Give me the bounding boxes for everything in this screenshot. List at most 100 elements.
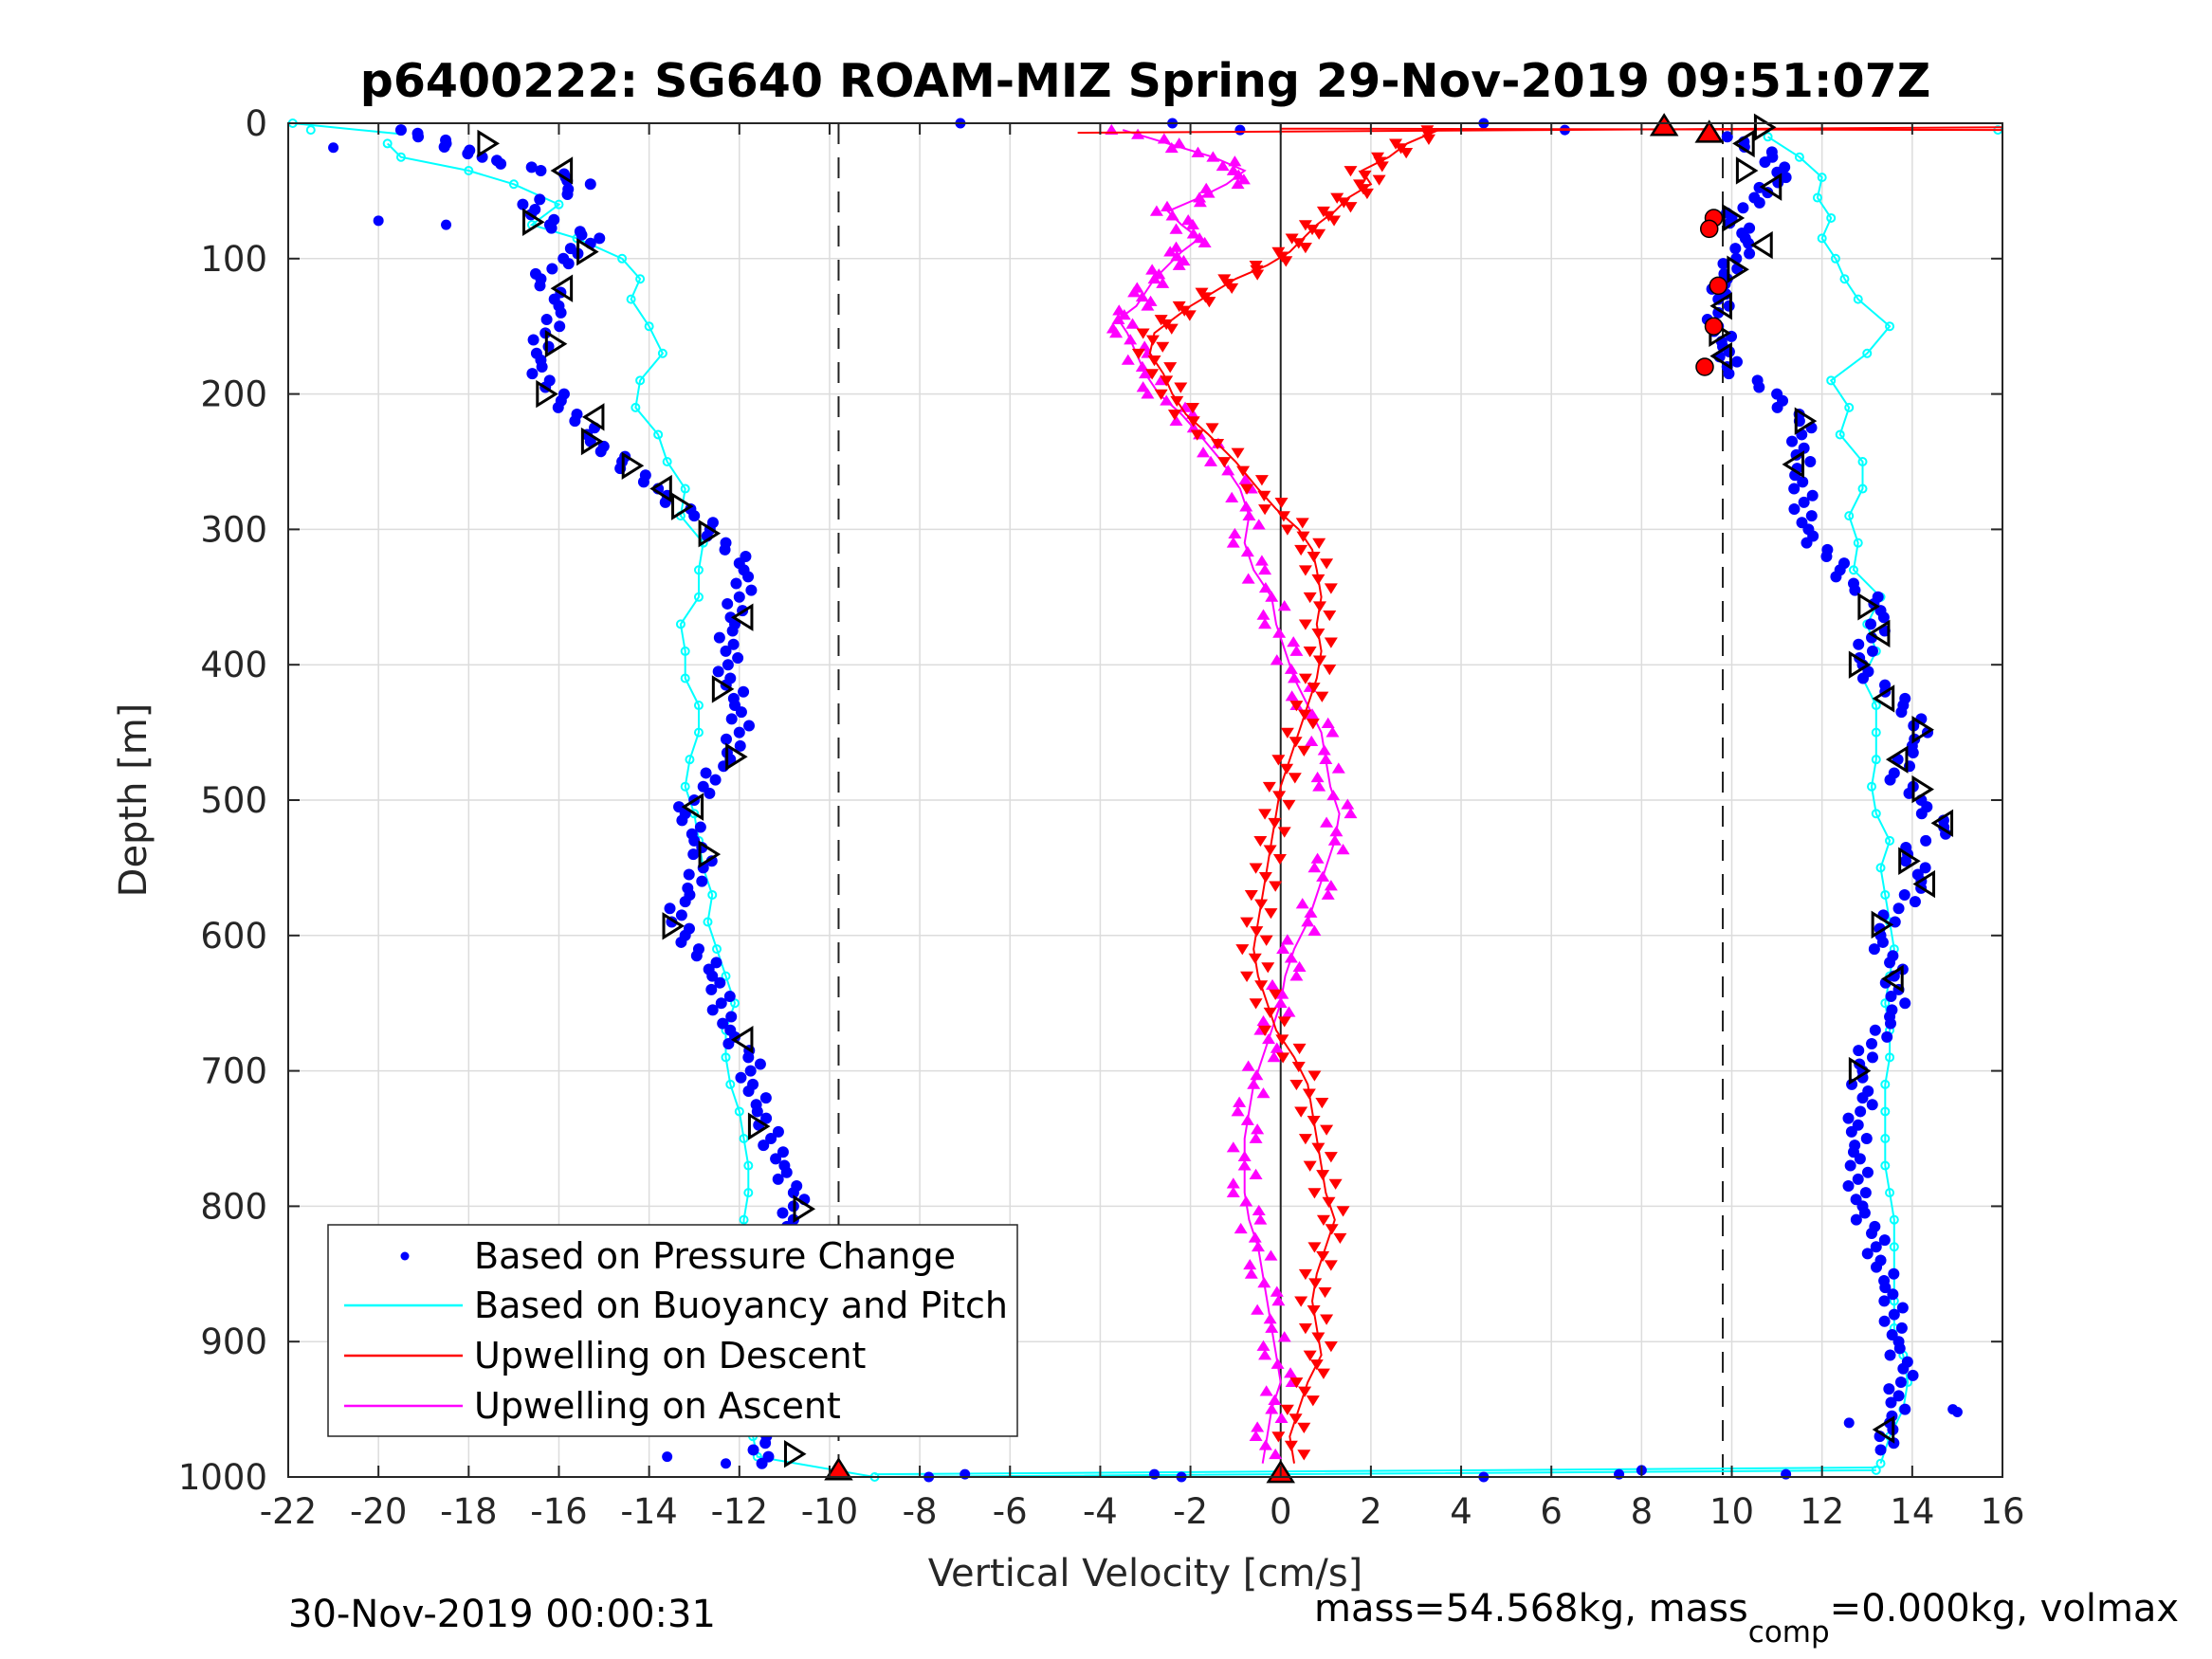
- x-axis-label: Vertical Velocity [cm/s]: [928, 1552, 1363, 1595]
- upwelling-descent-point: [1288, 773, 1302, 784]
- buoyancy-point: [725, 1079, 736, 1089]
- pressure-point: [548, 293, 560, 305]
- pressure-point: [733, 591, 745, 603]
- pressure-point: [1845, 1125, 1857, 1138]
- upwelling-descent-point: [1291, 238, 1306, 249]
- upwelling-ascent-point: [1131, 128, 1145, 139]
- x-tick-labels: -22 -20 -18 -16 -14 -12 -10 -8 -6 -4 -2 0 2 4 6 8 10 12 14…: [260, 1491, 2025, 1532]
- pressure-point: [772, 1125, 784, 1138]
- pressure-point: [706, 1004, 719, 1016]
- upwelling-descent-point: [1249, 863, 1263, 874]
- upwelling-descent-point: [1136, 328, 1150, 339]
- upwelling-descent-point: [1360, 188, 1374, 200]
- pressure-point: [1860, 1133, 1873, 1144]
- buoyancy-point: [1817, 233, 1827, 244]
- x-tick-label: -14: [620, 1491, 677, 1532]
- pressure-point: [662, 1451, 673, 1463]
- upwelling-ascent-point: [1321, 717, 1335, 728]
- upwelling-ascent-point: [1164, 141, 1179, 154]
- upwelling-ascent-point: [1284, 663, 1298, 674]
- turn-marker: [1867, 619, 1891, 648]
- pressure-point: [534, 193, 546, 206]
- upwelling-descent-point: [1217, 457, 1232, 468]
- pressure-point: [1736, 228, 1748, 240]
- upwelling-ascent-point: [1185, 218, 1199, 229]
- upwelling-ascent-point: [1135, 290, 1149, 302]
- x-tick-label: 0: [1270, 1491, 1292, 1532]
- pressure-point: [1788, 483, 1801, 495]
- pressure-point: [676, 814, 688, 827]
- pressure-point: [675, 909, 687, 921]
- upwelling-descent-point: [1276, 511, 1290, 522]
- upwelling-descent-point: [1308, 1278, 1323, 1289]
- upwelling-descent-point: [1330, 192, 1344, 204]
- turn-marker: [550, 274, 574, 302]
- turn-marker: [1727, 255, 1749, 283]
- upwelling-ascent-point: [1253, 1213, 1268, 1225]
- upwelling-ascent-point: [1336, 844, 1350, 855]
- pressure-point: [1854, 1153, 1866, 1165]
- upwelling-ascent-point: [1145, 264, 1160, 275]
- upwelling-descent-point: [1280, 727, 1294, 738]
- upwelling-ascent-point: [1117, 309, 1131, 320]
- pressure-point: [525, 161, 538, 173]
- upwelling-descent-point: [1289, 1413, 1303, 1425]
- upwelling-ascent-point: [1239, 501, 1253, 512]
- upwelling-descent-point: [1280, 524, 1294, 536]
- pressure-point: [1844, 1159, 1856, 1172]
- upwelling-descent-point: [1274, 497, 1289, 509]
- turn-marker: [477, 129, 500, 158]
- buoyancy-point: [680, 673, 690, 684]
- turn-marker: [747, 1112, 771, 1140]
- upwelling-ascent-point: [1284, 952, 1298, 963]
- upwelling-descent-point: [1202, 297, 1216, 308]
- upwelling-descent-point: [1298, 1134, 1312, 1145]
- pressure-point: [1898, 888, 1910, 901]
- pressure-point: [1806, 489, 1819, 501]
- upwelling-ascent-point: [1206, 151, 1220, 162]
- upwelling-descent-point: [1291, 1061, 1306, 1073]
- pressure-point: [732, 652, 744, 665]
- pressure-point: [717, 1017, 729, 1030]
- upwelling-descent-point: [1250, 926, 1264, 938]
- pressure-point: [712, 665, 724, 678]
- upwelling-ascent-point: [1172, 137, 1186, 149]
- upwelling-ascent-point: [1252, 1204, 1266, 1216]
- upwelling-ascent-point: [1289, 645, 1304, 656]
- pressure-point: [747, 1444, 759, 1456]
- pressure-point: [1804, 456, 1817, 467]
- upwelling-ascent-point: [1244, 1267, 1258, 1279]
- buoyancy-ascent-line: [1767, 136, 1910, 1465]
- upwelling-ascent-point: [1287, 636, 1301, 647]
- pressure-point: [791, 1179, 803, 1192]
- upwelling-ascent-point: [1272, 627, 1287, 638]
- pressure-point: [412, 131, 425, 143]
- y-tick-label: 300: [200, 509, 267, 550]
- upwelling-descent-point: [1421, 134, 1435, 145]
- upwelling-ascent-point: [1163, 246, 1178, 257]
- y-tick-labels: 0 100 200 300 400 500 600 700 800 900 1000: [178, 103, 267, 1498]
- pressure-point: [543, 374, 556, 387]
- buoyancy-point: [1826, 375, 1837, 386]
- pressure-point: [495, 157, 507, 170]
- pressure-point: [758, 1139, 770, 1152]
- pressure-point: [1723, 368, 1735, 380]
- upwelling-ascent-point: [1325, 726, 1340, 738]
- upwelling-descent-point: [1249, 998, 1263, 1010]
- upwelling-descent-point: [1182, 310, 1197, 321]
- pressure-point: [1849, 1139, 1861, 1152]
- upwelling-ascent-point: [1172, 259, 1186, 270]
- x-tick-label: -22: [260, 1491, 317, 1532]
- upwelling-ascent-point: [1157, 133, 1171, 144]
- upwelling-descent-point: [1236, 465, 1251, 477]
- turn-marker: [1898, 847, 1921, 875]
- y-tick-label: 900: [200, 1322, 267, 1362]
- pressure-point: [714, 976, 726, 989]
- pressure-point: [709, 774, 722, 786]
- pressure-point: [777, 1207, 789, 1219]
- turn-marker: [1911, 716, 1934, 744]
- upwelling-descent-point: [1318, 1286, 1332, 1299]
- upwelling-descent-point: [1298, 1386, 1312, 1397]
- upwelling-ascent-point: [1237, 1150, 1252, 1161]
- pressure-point: [546, 263, 558, 275]
